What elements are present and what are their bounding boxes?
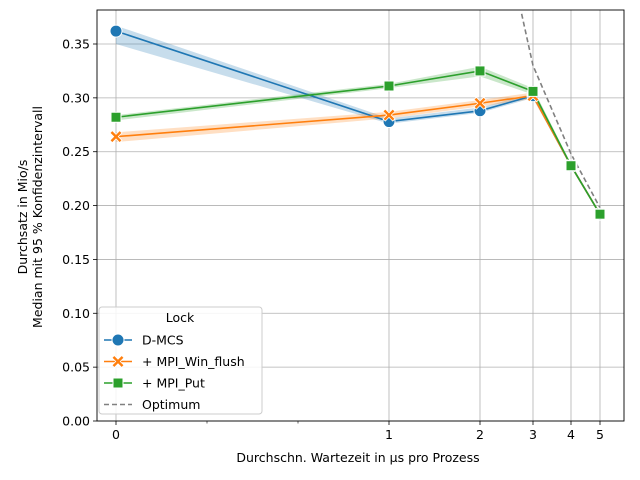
y-tick-label: 0.10 xyxy=(62,306,90,321)
y-tick-label: 0.15 xyxy=(62,252,90,267)
mpi-win-flush-point xyxy=(382,108,396,122)
mpi-put-point xyxy=(565,160,577,172)
mpi-win-flush-point xyxy=(473,96,487,110)
series-lines xyxy=(115,13,601,215)
y-tick-label: 0.25 xyxy=(62,144,90,159)
legend-mpi-put-label: + MPI_Put xyxy=(142,376,205,391)
y-tick-label: 0.35 xyxy=(62,37,90,52)
mpi-put-point xyxy=(110,111,122,123)
legend-mpi-win-flush-label: + MPI_Win_flush xyxy=(142,354,245,369)
mpi-put-point xyxy=(527,85,539,97)
x-tick-label: 0 xyxy=(112,427,120,442)
mpi-put-line xyxy=(115,70,601,215)
x-tick-label: 1 xyxy=(385,427,393,442)
legend-mpi-win-flush-marker xyxy=(111,354,125,369)
x-tick-label: 2 xyxy=(476,427,484,442)
d-mcs-confidence-band xyxy=(116,25,600,216)
d-mcs-point xyxy=(109,24,123,38)
y-tick-label: 0.00 xyxy=(62,414,90,429)
mpi-put-point xyxy=(594,208,606,220)
mpi-put-point xyxy=(383,80,395,92)
x-tick-label: 5 xyxy=(596,427,604,442)
legend-optimum-label: Optimum xyxy=(142,397,200,412)
y-axis-label-line1: Durchsatz in Mio/s xyxy=(15,160,30,275)
legend-box xyxy=(98,306,263,415)
series-markers xyxy=(109,24,607,221)
y-axis-ticks: 0.00 0.05 0.10 0.15 0.20 0.25 0.30 0.35 xyxy=(62,37,97,429)
legend-d-mcs-marker xyxy=(111,333,125,347)
y-tick-label: 0.05 xyxy=(62,360,90,375)
x-axis-ticks: 0 1 2 3 4 5 xyxy=(112,421,604,442)
y-tick-label: 0.30 xyxy=(62,90,90,105)
x-tick-label: 4 xyxy=(567,427,575,442)
x-axis-label: Durchschn. Wartezeit in µs pro Prozess xyxy=(236,450,479,465)
x-tick-label: 3 xyxy=(529,427,537,442)
optimum-line xyxy=(520,13,601,209)
legend: Lock D-MCS + MPI_Win_flush + MPI_Put Optimu… xyxy=(98,306,263,415)
y-tick-label: 0.20 xyxy=(62,198,90,213)
legend-d-mcs-label: D-MCS xyxy=(142,333,184,348)
legend-mpi-put-marker xyxy=(112,377,124,389)
mpi-win-flush-point xyxy=(109,130,123,144)
y-axis-label-line2: Median mit 95 % Konfidenzintervall xyxy=(30,106,45,328)
mpi-put-point xyxy=(474,65,486,77)
legend-title: Lock xyxy=(166,310,195,325)
plot-frame xyxy=(96,9,625,422)
